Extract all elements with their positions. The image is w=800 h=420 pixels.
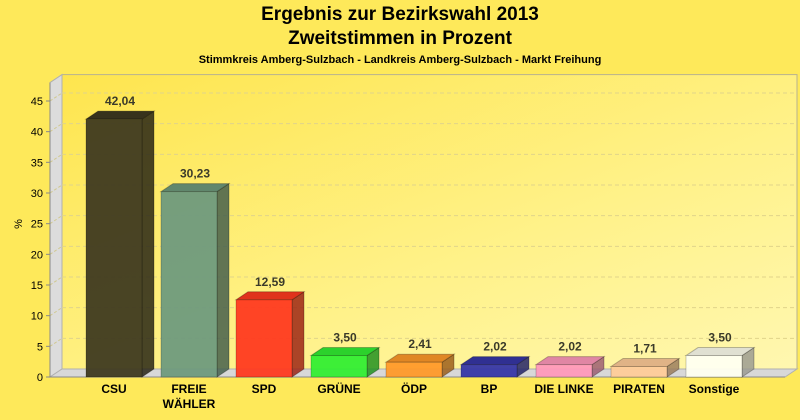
bar-front	[310, 355, 368, 378]
chart-caption: Stimmkreis Amberg-Sulzbach - Landkreis A…	[198, 54, 602, 66]
bar-top-shade	[86, 111, 154, 120]
y-tick-label: 30	[31, 188, 43, 200]
x-tick-label: GRÜNE	[317, 381, 360, 396]
bar-side-shade	[592, 356, 604, 377]
chart-subtitle: Zweitstimmen in Prozent	[288, 28, 512, 49]
bar-front	[535, 364, 593, 378]
x-tick-label: BP	[481, 382, 498, 396]
bar-top-shade	[461, 356, 529, 365]
y-tick-label: 0	[37, 372, 43, 384]
data-label: 12,59	[255, 275, 285, 289]
bar-4	[384, 353, 456, 378]
bar-7	[609, 357, 681, 378]
gridline-side	[49, 337, 63, 347]
data-label: 3,50	[333, 331, 357, 345]
bar-front	[460, 364, 518, 378]
data-label: 30,23	[180, 167, 210, 181]
y-axis-label: %	[13, 219, 25, 229]
plot-left-wall	[49, 73, 63, 378]
gridline-side	[49, 184, 63, 194]
bar-front	[385, 361, 443, 378]
bar-side-shade	[292, 291, 304, 377]
y-tick-label: 35	[31, 157, 43, 169]
gridline-side	[49, 92, 63, 102]
bar-side-shade	[142, 111, 154, 377]
y-tick-label: 5	[37, 341, 43, 353]
y-tick-label: 10	[31, 311, 43, 323]
y-tick-label: 40	[31, 127, 43, 139]
x-tick-label: ÖDP	[401, 381, 427, 396]
y-tick-label: 25	[31, 219, 43, 231]
x-tick-label: Sonstige	[689, 382, 740, 396]
data-label: 2,41	[408, 337, 432, 351]
bar-top-shade	[386, 354, 454, 363]
data-label: 42,04	[105, 94, 135, 108]
bar-top-shade	[686, 347, 754, 356]
bar-side-shade	[217, 183, 229, 377]
bar-3	[309, 346, 381, 378]
bar-front	[85, 118, 143, 378]
bar-8	[684, 346, 756, 378]
x-tick-label: CSU	[101, 382, 126, 396]
x-tick-label: WÄHLER	[163, 396, 216, 411]
bar-top-shade	[536, 356, 604, 365]
bar-2	[234, 290, 306, 378]
bar-5	[459, 355, 531, 378]
data-label: 2,02	[558, 340, 582, 354]
x-tick-label: PIRATEN	[613, 382, 665, 396]
gridline-side	[49, 153, 63, 163]
bar-side-shade	[367, 347, 379, 377]
gridline-side	[49, 276, 63, 286]
bar-0	[84, 110, 156, 378]
bar-front	[160, 191, 218, 378]
bar-front	[235, 299, 293, 378]
bar-top-shade	[611, 358, 679, 367]
y-tick-label: 45	[31, 96, 43, 108]
bar-front	[610, 366, 668, 378]
y-tick-label: 15	[31, 280, 43, 292]
bar-side-shade	[667, 358, 679, 377]
y-tick-label: 20	[31, 249, 43, 261]
bar-side-shade	[742, 347, 754, 377]
x-tick-label: FREIE	[171, 382, 206, 396]
gridline-side	[49, 245, 63, 255]
data-label: 2,02	[483, 340, 507, 354]
bar-1	[159, 182, 231, 378]
bar-side-shade	[517, 356, 529, 377]
data-label: 3,50	[708, 331, 732, 345]
bar-top-shade	[311, 347, 379, 356]
bar-front	[685, 355, 743, 378]
bar-top-shade	[236, 291, 304, 300]
x-tick-label: DIE LINKE	[534, 382, 593, 396]
gridline-side	[49, 215, 63, 225]
gridline-side	[49, 307, 63, 317]
bar-side-shade	[442, 354, 454, 377]
x-tick-label: SPD	[252, 382, 277, 396]
bar-top-shade	[161, 183, 229, 192]
gridline-side	[49, 123, 63, 133]
data-label: 1,71	[633, 342, 657, 356]
chart-title: Ergebnis zur Bezirkswahl 2013	[261, 4, 539, 25]
bar-6	[534, 355, 606, 378]
